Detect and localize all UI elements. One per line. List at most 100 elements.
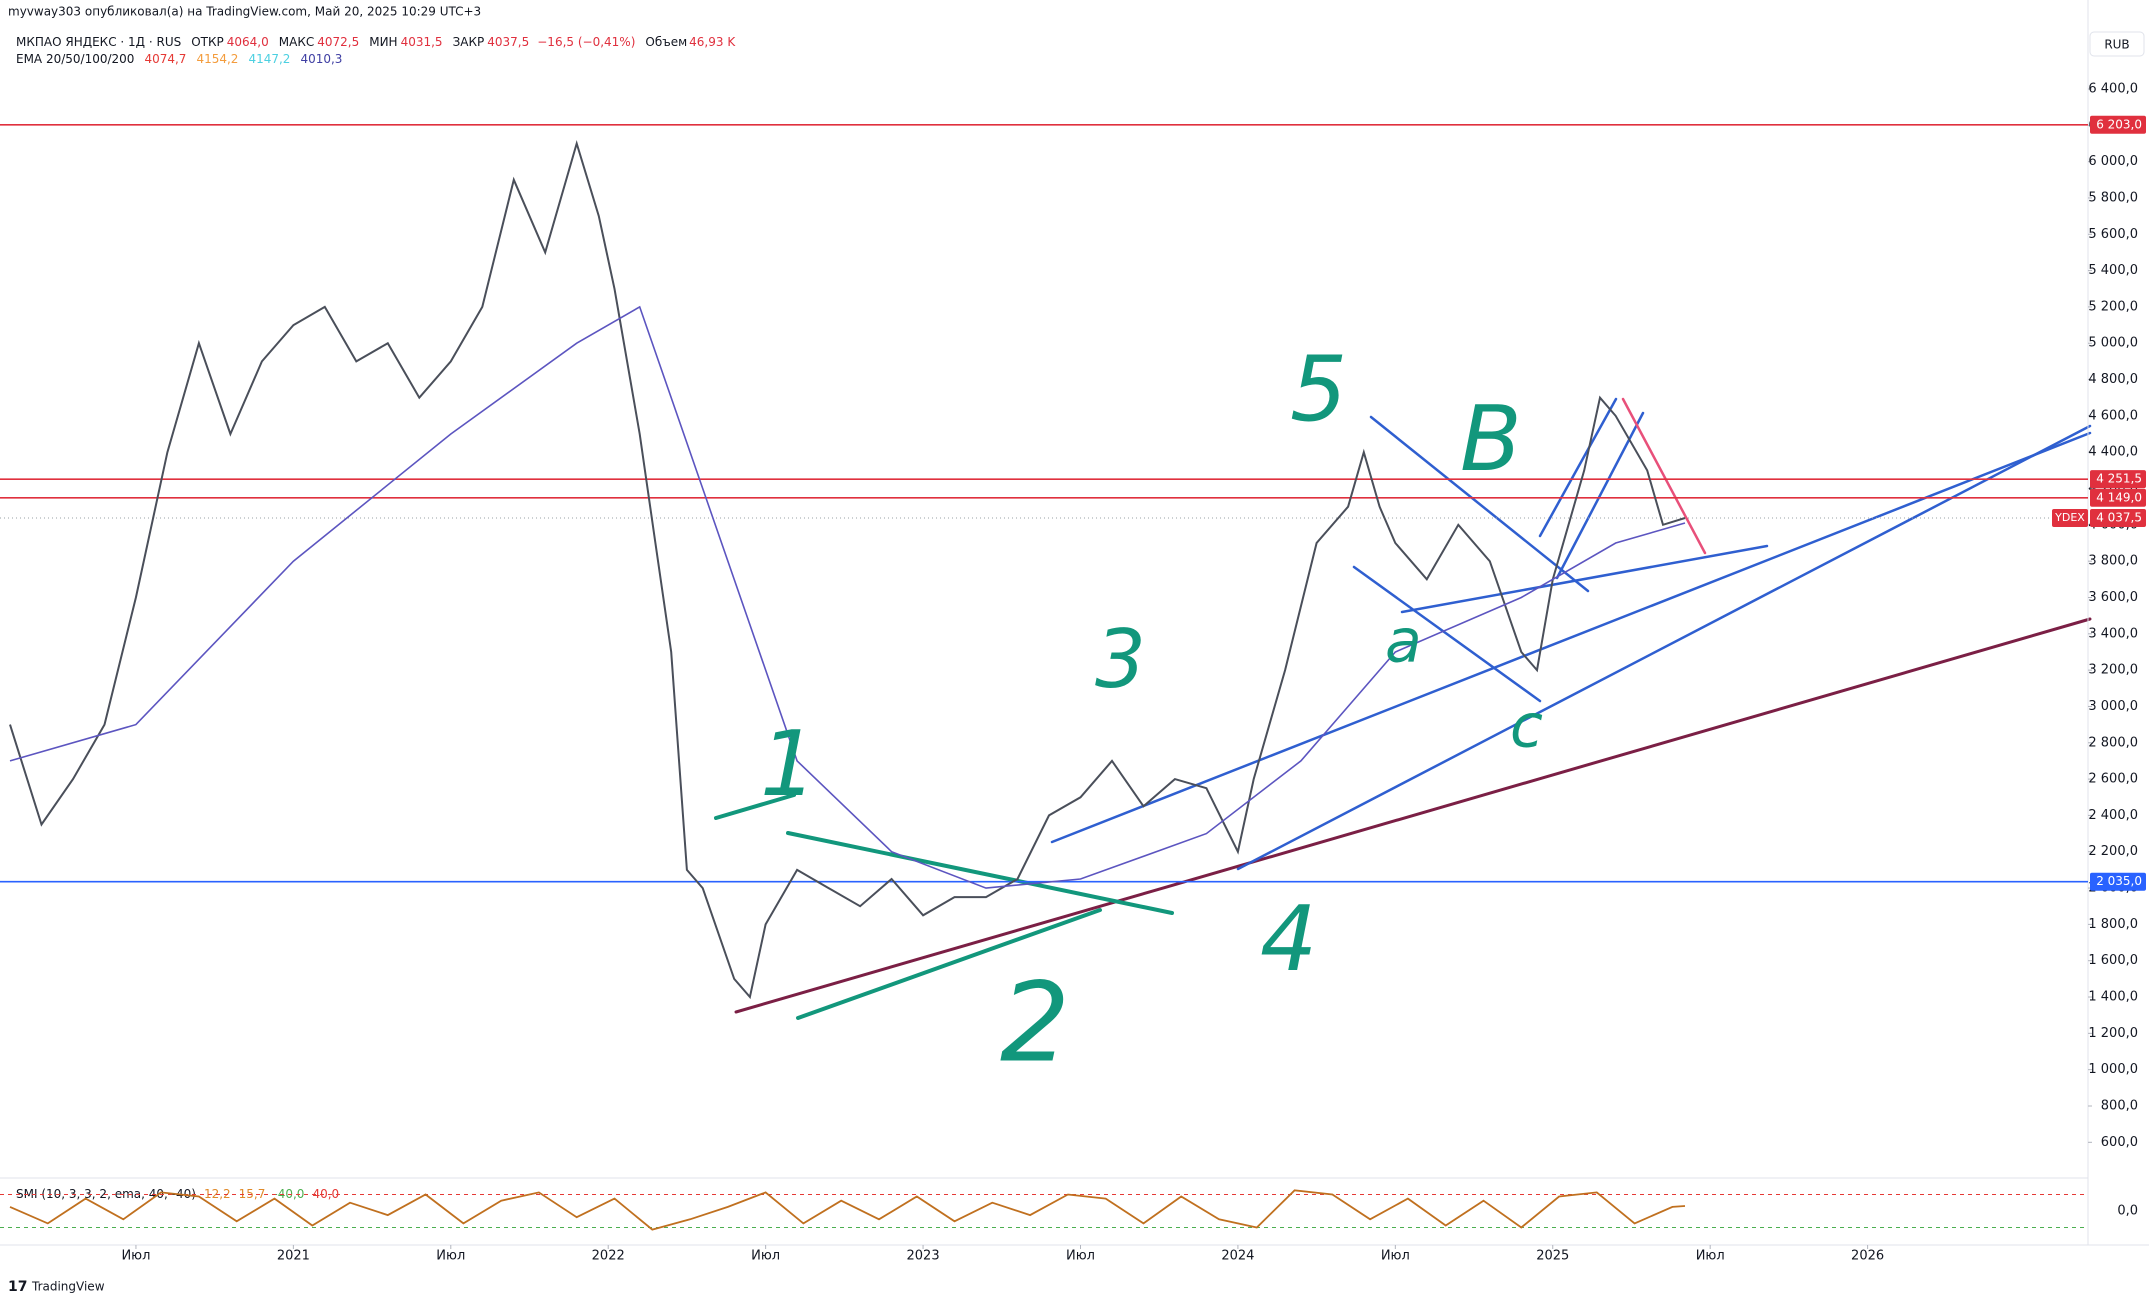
annotation: 1 <box>760 712 817 817</box>
x-tick-label: 2022 <box>592 1249 625 1264</box>
trendline <box>796 908 1102 1020</box>
indicator-title: SMI (10, 3, 3, 2, ema, 40, -40) <box>16 1187 196 1201</box>
x-tick-label: Июл <box>1066 1249 1095 1264</box>
x-tick-label: Июл <box>1381 1249 1410 1264</box>
y-tick-label: 3 400,0 <box>2088 626 2138 641</box>
y-tick-label: 5 200,0 <box>2088 299 2138 314</box>
currency-button[interactable] <box>2089 31 2145 57</box>
ema-value: 4154,2 <box>196 52 238 66</box>
x-tick-label: 2023 <box>907 1249 940 1264</box>
stat-name: МИН <box>369 35 397 49</box>
y-tick-label: 4 400,0 <box>2088 445 2138 460</box>
price-label-box <box>2090 115 2146 134</box>
price-label: 4 251,5 <box>2096 472 2142 486</box>
x-tick-label: Июл <box>751 1249 780 1264</box>
annotation: c <box>1510 692 1543 762</box>
indicator-line: SMI (10, 3, 3, 2, ema, 40, -40) 12,2 15,7-… <box>16 1187 339 1201</box>
y-tick-label: 5 400,0 <box>2088 263 2138 278</box>
trendline <box>714 793 796 820</box>
price-label-box <box>2090 488 2146 507</box>
ema-value: 4010,3 <box>300 52 342 66</box>
x-tick-label: 2026 <box>1851 1249 1884 1264</box>
stat-name: МАКС <box>279 35 314 49</box>
y-tick-label: 1 000,0 <box>2088 1062 2138 1077</box>
price-label-box <box>2090 470 2146 489</box>
y-tick-label: 800,0 <box>2101 1098 2138 1113</box>
symbol: МКПАО ЯНДЕКС · 1Д · RUS <box>16 35 181 49</box>
price-label: 4 037,5 <box>2096 511 2142 525</box>
y-tick-label: 5 600,0 <box>2088 227 2138 242</box>
ticker: YDEX <box>2054 511 2085 524</box>
stat-value: 4064,0 <box>227 35 269 49</box>
indicator-value: 40,0 <box>312 1187 339 1201</box>
y-tick-label: 1 200,0 <box>2088 1026 2138 1041</box>
x-tick-label: Июл <box>436 1249 465 1264</box>
brand-logo: 17 <box>8 1279 27 1295</box>
y-tick-label: 4 800,0 <box>2088 372 2138 387</box>
trendline <box>1236 424 2092 871</box>
y-tick-label: 2 400,0 <box>2088 808 2138 823</box>
price-label-box <box>2090 509 2146 528</box>
annotation: a <box>1385 607 1422 677</box>
stat-name: ЗАКР <box>453 35 485 49</box>
indicator-value: 12,2 <box>204 1187 231 1201</box>
y-tick-label: 5 800,0 <box>2088 190 2138 205</box>
ema-value: 4074,7 <box>144 52 186 66</box>
trendline <box>1400 544 1769 614</box>
trendline <box>1621 397 1707 555</box>
trendline <box>1352 565 1542 703</box>
price-label: 6 203,0 <box>2096 117 2142 131</box>
stat-value: 4037,5 <box>487 35 529 49</box>
x-tick-label: Июл <box>121 1249 150 1264</box>
smi-line <box>9 1189 1686 1231</box>
brand: 17 TradingView <box>8 1279 105 1295</box>
trendline <box>1555 411 1645 580</box>
symbol-line: МКПАО ЯНДЕКС · 1Д · RUS ОТКР 4064,0 МАКС 407… <box>16 35 736 49</box>
y-tick-label: 2 200,0 <box>2088 844 2138 859</box>
y-tick-label: 5 000,0 <box>2088 336 2138 351</box>
y-tick-label: 0,0 <box>2117 1204 2138 1219</box>
change: −16,5 (−0,41%) <box>537 35 635 49</box>
ticker-box <box>2052 509 2088 528</box>
price-line-series <box>9 139 1686 1000</box>
y-tick-label: 2 800,0 <box>2088 735 2138 750</box>
y-tick-label: 600,0 <box>2101 1135 2138 1150</box>
stat-value: 4072,5 <box>317 35 359 49</box>
ema-name: EMA 20/50/100/200 <box>16 52 134 66</box>
y-tick-label: 4 600,0 <box>2088 408 2138 423</box>
trendline <box>1369 415 1590 593</box>
price-label: 2 035,0 <box>2096 874 2142 888</box>
annotation: 2 <box>1000 958 1070 1086</box>
indicator-value: -40,0 <box>273 1187 304 1201</box>
y-tick-label: 2 600,0 <box>2088 772 2138 787</box>
volume-name: Объем <box>645 35 687 49</box>
y-tick-label: 1 400,0 <box>2088 990 2138 1005</box>
y-tick-label: 3 800,0 <box>2088 554 2138 569</box>
trendline <box>1050 431 2092 844</box>
y-tick-label: 3 200,0 <box>2088 663 2138 678</box>
x-tick-label: 2021 <box>277 1249 310 1264</box>
price-label: 4 149,0 <box>2096 490 2142 504</box>
price-label-box <box>2090 872 2146 891</box>
drawings <box>714 397 2092 1020</box>
currency[interactable]: RUB <box>2104 38 2129 52</box>
annotation: 4 <box>1260 887 1317 992</box>
ema-value: 4147,2 <box>248 52 290 66</box>
stat-value: 4031,5 <box>401 35 443 49</box>
stat-name: ОТКР <box>191 35 224 49</box>
y-tick-label: 3 000,0 <box>2088 699 2138 714</box>
y-tick-label: 3 600,0 <box>2088 590 2138 605</box>
volume: 46,93 K <box>689 35 736 49</box>
annotation: 5 <box>1290 337 1347 442</box>
x-tick-label: 2025 <box>1536 1249 1569 1264</box>
annotation: 3 <box>1095 613 1146 706</box>
trendline <box>1538 397 1618 538</box>
ema-line: EMA 20/50/100/200 4074,7 4154,2 4147,2 4010,… <box>16 52 342 66</box>
x-tick-label: 2024 <box>1221 1249 1254 1264</box>
trendline <box>786 831 1174 915</box>
y-tick-label: 6 000,0 <box>2088 154 2138 169</box>
published-line: myvway303 опубликовал(а) на TradingView.… <box>8 5 481 19</box>
annotation: B <box>1460 387 1522 492</box>
